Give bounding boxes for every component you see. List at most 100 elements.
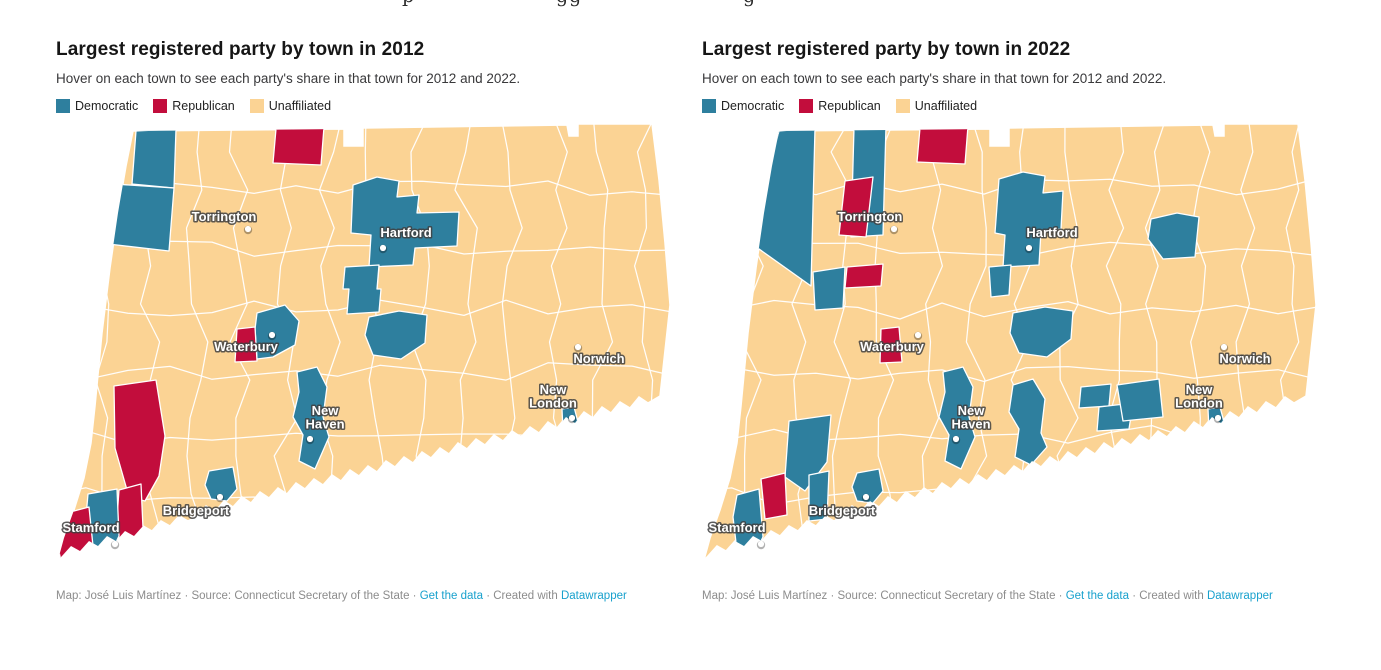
- town-democratic[interactable]: [342, 264, 382, 315]
- town-democratic[interactable]: [1147, 212, 1200, 260]
- town-democratic[interactable]: [812, 266, 846, 311]
- map-panel-2012: Largest registered party by town in 2012…: [48, 38, 680, 602]
- legend-swatch-republican: [153, 99, 168, 113]
- city-label: Stamford: [62, 520, 119, 535]
- headline-descender-fragment: gg: [556, 0, 582, 7]
- city-label: Haven: [305, 417, 344, 432]
- city-label: Norwich: [573, 351, 624, 366]
- city-dot: [574, 343, 582, 351]
- town-republican[interactable]: [879, 326, 903, 364]
- connecticut-town-map[interactable]: TorringtonHartfordWaterburyNewHavenBridg…: [48, 118, 678, 573]
- city-dot: [244, 225, 252, 233]
- legend-swatch-unaffiliated: [249, 99, 264, 113]
- town-republican[interactable]: [844, 263, 884, 289]
- city-dot: [1025, 244, 1033, 252]
- get-the-data-link[interactable]: Get the data: [1065, 590, 1129, 602]
- map-panel-2022: Largest registered party by town in 2022…: [694, 38, 1326, 602]
- panel-subtitle: Hover on each town to see each party's s…: [56, 71, 521, 86]
- legend: Democratic Republican Unaffiliated: [48, 98, 680, 114]
- city-dot: [1220, 343, 1228, 351]
- town-democratic[interactable]: [107, 183, 175, 252]
- town-republican[interactable]: [916, 125, 969, 165]
- legend: Democratic Republican Unaffiliated: [694, 98, 1326, 114]
- connecticut-town-map[interactable]: TorringtonHartfordWaterburyNewHavenBridg…: [694, 118, 1324, 573]
- city-label: Hartford: [1026, 225, 1077, 240]
- town-democratic[interactable]: [292, 366, 330, 470]
- city-label: New: [312, 403, 340, 418]
- city-dot: [890, 225, 898, 233]
- map-footer: Map: José Luis Martínez · Source: Connec…: [56, 590, 627, 602]
- town-democratic[interactable]: [1116, 378, 1164, 422]
- city-label: Bridgeport: [809, 503, 876, 518]
- city-dot: [862, 493, 870, 501]
- city-label: New: [958, 403, 986, 418]
- legend-item-unaffiliated: Unaffiliated: [895, 99, 977, 113]
- city-label: Torrington: [838, 209, 903, 224]
- town-republican[interactable]: [113, 379, 166, 502]
- town-democratic[interactable]: [938, 366, 976, 470]
- city-label: Waterbury: [214, 339, 279, 354]
- town-democratic[interactable]: [1078, 383, 1112, 409]
- city-dot: [268, 331, 276, 339]
- town-boundary-line: [58, 362, 670, 382]
- city-label: Haven: [951, 417, 990, 432]
- town-boundary-line: [704, 365, 1316, 383]
- legend-item-democratic: Democratic: [56, 99, 138, 113]
- city-dot: [111, 540, 119, 548]
- city-dot: [379, 244, 387, 252]
- city-label: Bridgeport: [163, 503, 230, 518]
- datawrapper-link[interactable]: Datawrapper: [1206, 590, 1273, 602]
- city-dot: [216, 493, 224, 501]
- city-dot: [952, 435, 960, 443]
- panel-subtitle: Hover on each town to see each party's s…: [702, 71, 1167, 86]
- city-label: Hartford: [380, 225, 431, 240]
- town-democratic[interactable]: [204, 466, 238, 502]
- city-label: Norwich: [1219, 351, 1270, 366]
- town-democratic[interactable]: [131, 128, 177, 189]
- town-republican[interactable]: [116, 483, 144, 562]
- get-the-data-link[interactable]: Get the data: [419, 590, 483, 602]
- town-republican[interactable]: [234, 326, 258, 363]
- cropped-headline-fragment: pggg: [0, 0, 1381, 9]
- legend-item-unaffiliated: Unaffiliated: [249, 99, 331, 113]
- panel-title-2022: Largest registered party by town in 2022: [702, 39, 1071, 60]
- legend-swatch-democratic: [702, 99, 716, 113]
- legend-item-democratic: Democratic: [702, 99, 784, 113]
- town-democratic[interactable]: [994, 171, 1064, 268]
- choropleth-map-2012[interactable]: Torrington Hartford Waterbury New Haven Bridg…: [48, 118, 678, 573]
- town-republican[interactable]: [760, 472, 788, 520]
- town-democratic[interactable]: [350, 176, 460, 268]
- legend-swatch-republican: [799, 99, 814, 113]
- datawrapper-link[interactable]: Datawrapper: [560, 590, 627, 602]
- city-dot: [306, 435, 314, 443]
- city-dot: [568, 414, 576, 422]
- headline-descender-fragment: p: [402, 0, 415, 7]
- town-boundary-line: [185, 124, 209, 560]
- legend-item-republican: Republican: [153, 99, 235, 113]
- legend-swatch-unaffiliated: [895, 99, 910, 113]
- legend-swatch-democratic: [56, 99, 70, 113]
- city-dot: [914, 331, 922, 339]
- town-democratic[interactable]: [1008, 378, 1048, 466]
- city-label: London: [529, 396, 577, 411]
- city-dot: [757, 540, 765, 548]
- town-democratic[interactable]: [988, 264, 1012, 298]
- panel-title-2012: Largest registered party by town in 2012: [56, 39, 425, 60]
- town-republican[interactable]: [838, 176, 874, 238]
- town-boundary-line: [228, 124, 251, 560]
- city-label: New: [1186, 382, 1214, 397]
- city-label: Waterbury: [860, 339, 925, 354]
- city-dot: [1214, 414, 1222, 422]
- town-democratic[interactable]: [1009, 306, 1074, 358]
- city-label: Stamford: [708, 520, 765, 535]
- town-republican[interactable]: [272, 126, 325, 166]
- town-democratic[interactable]: [364, 310, 428, 360]
- city-label: New: [540, 382, 568, 397]
- city-label: Torrington: [192, 209, 257, 224]
- choropleth-map-2022[interactable]: Torrington Hartford Waterbury New Haven Bridg…: [694, 118, 1324, 573]
- city-label: London: [1175, 396, 1223, 411]
- town-boundary-line: [704, 299, 1316, 320]
- map-footer: Map: José Luis Martínez · Source: Connec…: [702, 590, 1273, 602]
- town-democratic[interactable]: [851, 468, 884, 504]
